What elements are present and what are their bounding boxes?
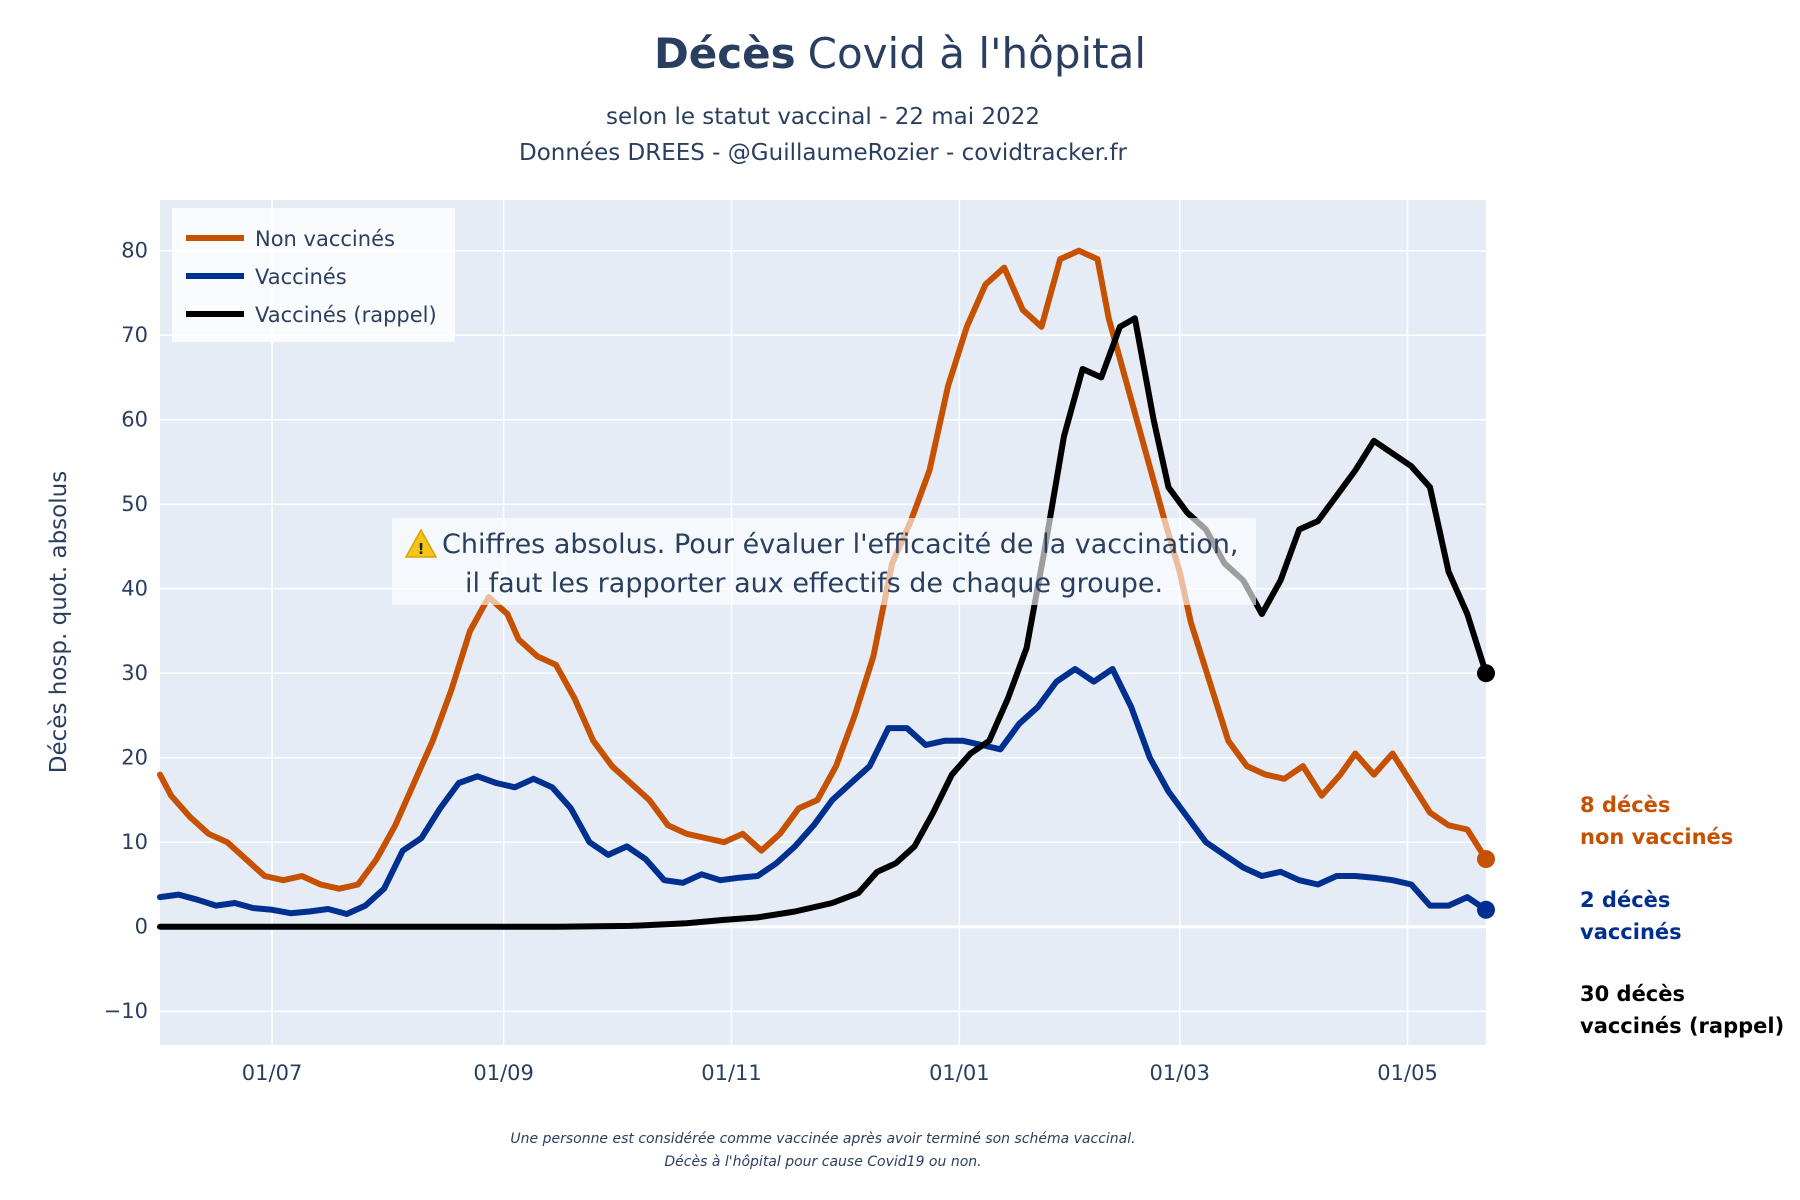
legend-label-vaccines: Vaccinés bbox=[255, 265, 347, 289]
end-label-non-vaccines-name: non vaccinés bbox=[1580, 825, 1733, 849]
footer-note-line1: Une personne est considérée comme vaccin… bbox=[510, 1131, 1135, 1147]
end-label-vaccines-name: vaccinés bbox=[1580, 920, 1682, 944]
y-tick-label: 10 bbox=[121, 830, 148, 854]
y-tick-label: 80 bbox=[121, 239, 148, 263]
y-tick-label: −10 bbox=[104, 999, 148, 1023]
y-axis-title: Décès hosp. quot. absolus bbox=[46, 471, 72, 773]
chart-subtitle-line2: Données DREES - @GuillaumeRozier - covid… bbox=[519, 140, 1128, 166]
end-label-non-vaccines-count: 8 décès bbox=[1580, 793, 1670, 817]
y-tick-labels: −10 0 10 20 30 40 50 60 70 80 bbox=[104, 239, 148, 1024]
warning-text-line2: il faut les rapporter aux effectifs de c… bbox=[465, 568, 1163, 599]
warning-box bbox=[392, 518, 1256, 605]
x-tick-label: 01/03 bbox=[1149, 1061, 1210, 1085]
x-tick-labels: 01/07 01/09 01/11 01/01 01/03 01/05 bbox=[242, 1061, 1438, 1085]
series-line-vaccines bbox=[157, 666, 1489, 917]
series-endpoint-vaccines bbox=[1477, 900, 1495, 919]
y-tick-label: 20 bbox=[121, 746, 148, 770]
y-tick-label: 0 bbox=[135, 915, 148, 939]
x-tick-label: 01/05 bbox=[1377, 1061, 1438, 1085]
legend: Non vaccinés Vaccinés Vaccinés (rappel) bbox=[172, 208, 455, 342]
series-line-rappel bbox=[157, 315, 1489, 930]
x-tick-label: 01/07 bbox=[242, 1061, 303, 1085]
footer-note-line2: Décès à l'hôpital pour cause Covid19 ou … bbox=[664, 1154, 981, 1170]
y-tick-label: 30 bbox=[121, 661, 148, 685]
x-tick-label: 01/01 bbox=[929, 1061, 990, 1085]
y-tick-label: 50 bbox=[121, 492, 148, 516]
end-label-vaccines-count: 2 décès bbox=[1580, 888, 1670, 912]
x-tick-label: 01/11 bbox=[701, 1061, 762, 1085]
svg-text:!: ! bbox=[418, 540, 425, 558]
warning-text-line1: Chiffres absolus. Pour évaluer l'efficac… bbox=[442, 529, 1238, 560]
series-line-non-vaccines bbox=[157, 247, 1489, 892]
legend-label-non-vaccines: Non vaccinés bbox=[255, 227, 395, 251]
warning-icon: ! bbox=[404, 528, 438, 558]
y-tick-label: 40 bbox=[121, 577, 148, 601]
end-label-rappel-count: 30 décès bbox=[1580, 982, 1685, 1006]
end-label-rappel-name: vaccinés (rappel) bbox=[1580, 1014, 1784, 1038]
series-endpoint-rappel bbox=[1477, 664, 1495, 683]
chart-title-bold: Décès bbox=[654, 29, 796, 78]
chart-subtitle-line1: selon le statut vaccinal - 22 mai 2022 bbox=[606, 104, 1040, 130]
warning-annotation: ! Chiffres absolus. Pour évaluer l'effic… bbox=[392, 518, 1256, 605]
legend-label-rappel: Vaccinés (rappel) bbox=[255, 303, 437, 327]
chart-title: Décès Covid à l'hôpital bbox=[654, 29, 1146, 78]
series-endpoint-non-vaccines bbox=[1477, 850, 1495, 869]
x-tick-label: 01/09 bbox=[473, 1061, 534, 1085]
y-tick-label: 60 bbox=[121, 408, 148, 432]
series-lines bbox=[157, 247, 1495, 930]
chart-title-rest: Covid à l'hôpital bbox=[808, 29, 1146, 78]
y-tick-label: 70 bbox=[121, 323, 148, 347]
